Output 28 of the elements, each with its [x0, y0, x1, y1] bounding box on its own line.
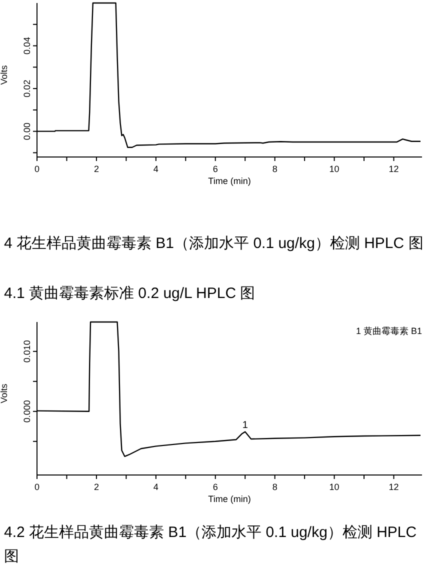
annotation: 1 [242, 420, 248, 431]
y-tick-label: 0.02 [22, 80, 32, 98]
x-tick-label: 10 [329, 482, 340, 492]
chart-title: 4.1 黄曲霉毒素标准 0.2 ug/L HPLC 图 [4, 284, 256, 304]
x-tick-label: 12 [388, 482, 399, 492]
x-axis-title: Time (min) [208, 176, 251, 186]
x-tick-label: 10 [329, 164, 340, 174]
y-tick-label: 0.010 [22, 340, 32, 363]
text: 4.2 花生样品黄曲霉毒素 B1（添加水平 0.1 ug/kg）检测 HPLC 图 [4, 523, 418, 567]
x-tick-label: 6 [212, 164, 218, 174]
text: 4 花生样品黄曲霉毒素 B1（添加水平 0.1 ug/kg）检测 HPLC 图 [4, 234, 424, 254]
y-axis-title: Volts [0, 383, 9, 404]
x-tick-label: 4 [153, 482, 158, 492]
x-tick-label: 8 [272, 482, 278, 492]
x-tick-label: 0 [34, 164, 40, 174]
x-axis-title: Time (min) [208, 494, 251, 504]
y-tick-label: 0.000 [22, 400, 32, 423]
x-tick-label: 8 [272, 164, 278, 174]
x-tick-label: 6 [212, 482, 218, 492]
x-tick-label: 0 [34, 482, 40, 492]
x-tick-label: 2 [94, 164, 99, 174]
x-tick-label: 2 [94, 482, 99, 492]
annotation: 1 黄曲霉毒素 B1 [356, 326, 422, 336]
x-tick-label: 4 [153, 164, 158, 174]
y-tick-label: 0.00 [22, 122, 32, 140]
y-tick-label: 0.04 [22, 37, 32, 55]
x-tick-label: 12 [388, 164, 399, 174]
y-axis-title: Volts [0, 64, 9, 85]
